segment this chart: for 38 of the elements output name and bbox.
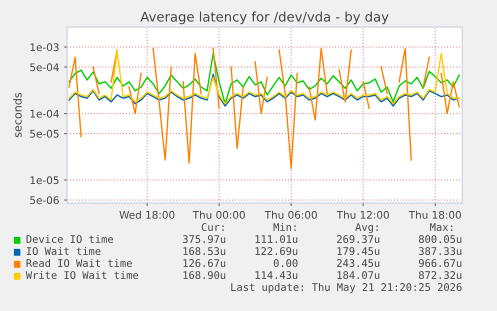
text: 387.33u (419, 247, 462, 256)
text: 168.90u (183, 271, 226, 280)
text: 168.53u (183, 247, 226, 256)
text: 179.45u (338, 247, 380, 256)
x-tick-label: Thu 06:00 (264, 210, 317, 219)
legend-label: IO Wait time (26, 246, 100, 256)
y-axis-title: seconds (13, 92, 22, 138)
text: 0.00 (274, 259, 298, 268)
text: 872.32u (418, 271, 462, 280)
x-tick-label: Wed 18:00 (119, 210, 174, 219)
text: 375.97u (182, 235, 226, 244)
legend-label: Device IO time (26, 234, 114, 244)
x-tick-label: Thu 00:00 (192, 210, 245, 219)
text: Min: (274, 222, 296, 231)
x-tick-label: Thu 12:00 (336, 210, 389, 219)
text: 114.43u (256, 271, 298, 280)
text: 122.69u (256, 247, 298, 256)
text: Avg: (355, 223, 378, 234)
y-tick-label: 5e-06 (30, 196, 59, 204)
text: 111.01u (256, 235, 298, 244)
text: Max: (430, 223, 452, 232)
text: 966.67u (418, 259, 462, 268)
text: Cur: (202, 223, 224, 232)
y-tick-label: 5e-05 (30, 130, 59, 138)
x-tick-label: Thu 18:00 (408, 210, 461, 219)
y-tick-label: 1e-03 (30, 43, 59, 52)
y-tick-label: 1e-04 (30, 110, 59, 118)
y-tick-label: 5e-04 (30, 63, 59, 72)
text: 243.45u (337, 259, 380, 268)
text: 126.67u (183, 259, 226, 268)
text: 269.37u (337, 235, 380, 244)
text: Last update: Thu May 21 21:20:25 2026 (231, 282, 462, 294)
text: 184.07u (338, 271, 380, 280)
text: 800.05u (418, 235, 462, 244)
legend-label: Read IO Wait time (26, 258, 132, 268)
y-tick-label: 1e-05 (30, 176, 59, 184)
chart-title: Average latency for /dev/vda - by day (140, 11, 389, 24)
legend-label: Write IO Wait time (26, 270, 138, 280)
